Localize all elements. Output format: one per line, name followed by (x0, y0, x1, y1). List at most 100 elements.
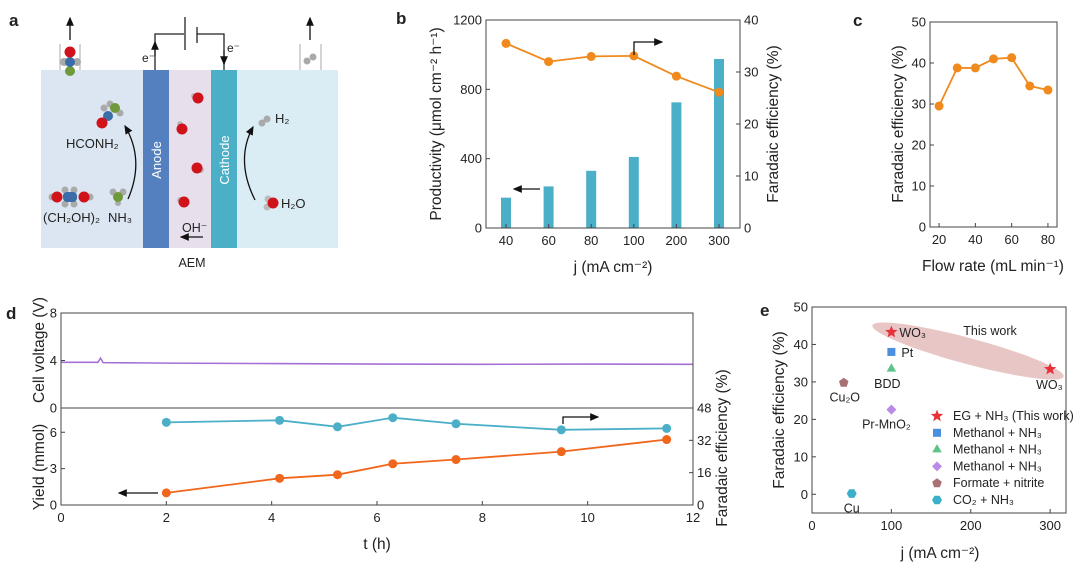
plot-frame (811, 306, 1067, 514)
point-yield (333, 470, 342, 480)
y-axis-label-right: Faradaic efficiency (%) (765, 45, 782, 202)
hydrogen-molecule-outlet (303, 53, 317, 65)
point-faradaic-efficiency (333, 422, 342, 432)
y-axis-label-voltage: Cell voltage (V) (31, 297, 48, 403)
hydrogen-label: H₂ (275, 111, 289, 126)
x-axis-label: j (mA cm⁻²) (573, 259, 653, 276)
data-label: Cu (844, 502, 860, 516)
y-axis-label: Faradaic efficiency (%) (771, 331, 788, 488)
y-tick-label: 40 (794, 337, 808, 352)
membrane-label: AEM (178, 256, 205, 270)
y-tick-label: 20 (794, 412, 808, 427)
y-voltage-tick-label: 0 (50, 401, 57, 416)
point-faradaic-efficiency (989, 54, 998, 64)
arrow-to-right-axis (562, 413, 600, 424)
y-right-tick-label: 40 (744, 13, 758, 28)
y-yield-tick-label: 3 (50, 461, 57, 476)
y-right-tick-label: 30 (744, 65, 758, 80)
electron-label-left: e⁻ (142, 51, 155, 65)
y-tick-label: 0 (801, 487, 808, 502)
star-marker (1043, 362, 1057, 375)
bar-productivity (671, 102, 682, 228)
x-tick-label: 60 (1004, 232, 1018, 247)
y-tick-label: 10 (912, 179, 926, 194)
hydroxide-label: OH⁻ (182, 221, 207, 235)
cathode-label: Cathode (217, 135, 232, 184)
y-tick-label: 20 (912, 138, 926, 153)
hexagon-marker (846, 489, 857, 498)
y-right-tick-label: 32 (697, 433, 711, 448)
y-voltage-tick-label: 8 (50, 306, 57, 321)
point-faradaic-efficiency (556, 425, 566, 435)
bar-productivity (543, 186, 554, 228)
this-work-highlight (872, 322, 1064, 380)
y-tick-label: 50 (912, 15, 926, 30)
ammonia-molecule (109, 188, 127, 206)
data-label: Pt (901, 346, 913, 360)
panel-label-d: d (6, 304, 16, 323)
point-faradaic-efficiency (586, 51, 596, 61)
point-faradaic-efficiency (161, 417, 171, 427)
x-tick-label: 20 (932, 232, 946, 247)
y-tick-label: 0 (919, 220, 926, 235)
x-axis-label: t (h) (363, 536, 391, 553)
x-tick-label: 100 (623, 233, 645, 248)
y-tick-label: 30 (794, 374, 808, 389)
legend-square-marker (933, 428, 941, 437)
bar-productivity (501, 197, 511, 228)
plot-frame-top (60, 312, 694, 409)
point-faradaic-efficiency (275, 415, 285, 425)
bar-productivity (586, 170, 597, 228)
y-tick-label: 30 (912, 97, 926, 112)
point-faradaic-efficiency (501, 38, 511, 48)
y-axis-label: Faradaic efficiency (%) (890, 45, 907, 202)
y-axis-label-yield: Yield (mmol) (31, 424, 48, 510)
data-label: Cu₂O (829, 391, 860, 405)
formamide-molecule (96, 100, 124, 129)
point-faradaic-efficiency (388, 413, 398, 423)
x-tick-label: 0 (808, 518, 815, 533)
legend-triangle-marker (932, 444, 942, 453)
data-label: WO₃ (1036, 378, 1063, 392)
bar-productivity (714, 59, 724, 228)
y-tick-label: 40 (912, 56, 926, 71)
point-faradaic-efficiency (451, 419, 461, 429)
electrolyzer-diagram: Anode Cathode e⁻ e⁻ (41, 16, 338, 270)
cathode-chamber (237, 70, 338, 248)
membrane-region (169, 70, 211, 248)
point-faradaic-efficiency (970, 63, 980, 73)
y-right-tick-label: 48 (697, 401, 711, 416)
y-left-tick-label: 0 (475, 221, 482, 236)
point-yield (388, 459, 398, 469)
y-voltage-tick-label: 4 (50, 353, 57, 368)
point-faradaic-efficiency (934, 101, 944, 111)
x-tick-label: 60 (541, 233, 555, 248)
water-molecule (263, 195, 279, 211)
y-right-tick-label: 20 (744, 117, 758, 132)
chart-productivity-vs-current: 0 400 800 1200 0 10 20 30 40 40 60 80 100 200 300 j (mA… (428, 13, 782, 277)
x-tick-label: 4 (268, 510, 275, 525)
legend-pentagon-marker (932, 478, 942, 488)
y-yield-tick-label: 6 (50, 425, 57, 440)
oxidation-arrow (124, 124, 137, 200)
triangle-marker (886, 363, 897, 372)
point-yield (662, 435, 672, 445)
pentagon-marker (839, 377, 849, 387)
panel-label-b: b (396, 9, 406, 28)
y-axis-label-left: Productivity (μmol cm⁻² h⁻¹) (428, 27, 445, 220)
legend-label: Methanol + NH₃ (953, 459, 1042, 473)
line-faradaic-efficiency (505, 42, 720, 94)
ethylene-glycol-molecule (48, 186, 94, 208)
data-label: BDD (874, 377, 900, 391)
point-faradaic-efficiency (1043, 85, 1053, 95)
point-faradaic-efficiency (544, 57, 554, 67)
square-marker (887, 347, 896, 356)
legend-label: Methanol + NH₃ (953, 443, 1042, 457)
x-tick-label: 10 (580, 510, 594, 525)
x-tick-label: 200 (960, 518, 982, 533)
plot-frame-bottom (60, 407, 694, 506)
panel-label-c: c (853, 11, 862, 30)
point-faradaic-efficiency (662, 423, 672, 433)
data-label: WO₃ (899, 326, 926, 340)
